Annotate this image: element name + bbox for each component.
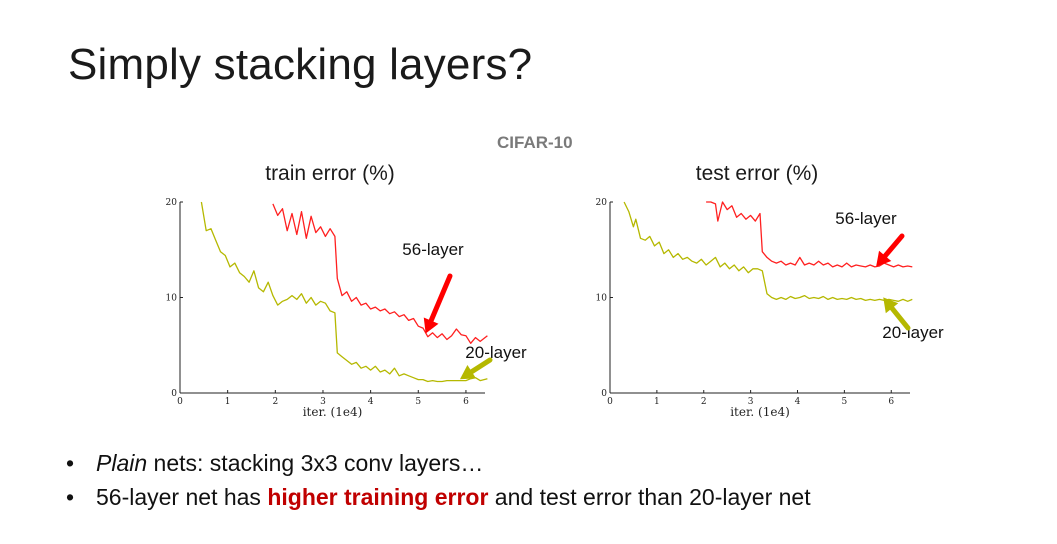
series-line-20-layer: [623, 201, 913, 302]
bullet-text: Plain: [96, 450, 148, 476]
x-axis-label: iter. (1e4): [303, 405, 363, 419]
y-tick-label: 10: [596, 294, 608, 304]
y-tick-label: 0: [601, 389, 607, 399]
bullet-item: 56-layer net has higher training error a…: [62, 480, 811, 514]
x-tick-label: 1: [654, 397, 660, 407]
annotation-arrowhead: [876, 250, 892, 267]
bullet-text: nets: stacking 3x3 conv layers…: [147, 450, 484, 476]
y-tick-label: 20: [596, 198, 608, 208]
bullet-list: Plain nets: stacking 3x3 conv layers… 56…: [62, 446, 811, 514]
bullet-text: 56-layer net has: [96, 484, 268, 510]
x-tick-label: 5: [842, 397, 848, 407]
x-tick-label: 1: [225, 397, 231, 407]
annotation-label: 20-layer: [882, 323, 944, 342]
x-tick-label: 2: [272, 397, 278, 407]
chart-title: test error (%): [696, 162, 819, 185]
y-tick-label: 0: [171, 389, 177, 399]
test-error-chart: test error (%) 0 1 2 3 4 5 6 0 10 20 iter. (1e4) 56-…: [596, 162, 944, 419]
slide-title: Simply stacking layers?: [68, 40, 533, 89]
x-tick-label: 3: [748, 397, 754, 407]
bullet-text: and test error than 20-layer net: [488, 484, 811, 510]
x-tick-label: 3: [320, 397, 326, 407]
series-line-56-layer: [272, 203, 488, 344]
annotation-label: 20-layer: [465, 343, 527, 362]
train-error-chart: train error (%) 0 1 2 3 4 5 6 0 10 20 iter. (1e4) 56…: [166, 162, 527, 419]
x-tick-label: 5: [415, 397, 421, 407]
x-tick-label: 0: [607, 397, 613, 407]
bullet-highlight: higher training error: [267, 484, 489, 510]
x-tick-label: 4: [795, 397, 801, 407]
bullet-item: Plain nets: stacking 3x3 conv layers…: [62, 446, 811, 480]
x-tick-label: 6: [463, 397, 469, 407]
series-line-56-layer: [706, 201, 913, 268]
chart-title: train error (%): [265, 162, 395, 185]
x-tick-label: 0: [177, 397, 183, 407]
annotation-label: 56-layer: [835, 209, 897, 228]
annotation-arrowhead: [423, 317, 439, 334]
x-axis-label: iter. (1e4): [730, 405, 790, 419]
x-tick-label: 2: [701, 397, 707, 407]
x-tick-label: 4: [368, 397, 374, 407]
series-line-20-layer: [200, 201, 488, 383]
annotation-arrowhead: [459, 364, 477, 380]
annotation-arrowhead: [883, 297, 899, 314]
y-tick-label: 20: [166, 198, 178, 208]
y-tick-label: 10: [166, 294, 178, 304]
x-tick-label: 6: [888, 397, 894, 407]
dataset-label: CIFAR-10: [497, 133, 573, 152]
annotation-arrow: [425, 273, 453, 331]
annotation-label: 56-layer: [402, 240, 464, 259]
